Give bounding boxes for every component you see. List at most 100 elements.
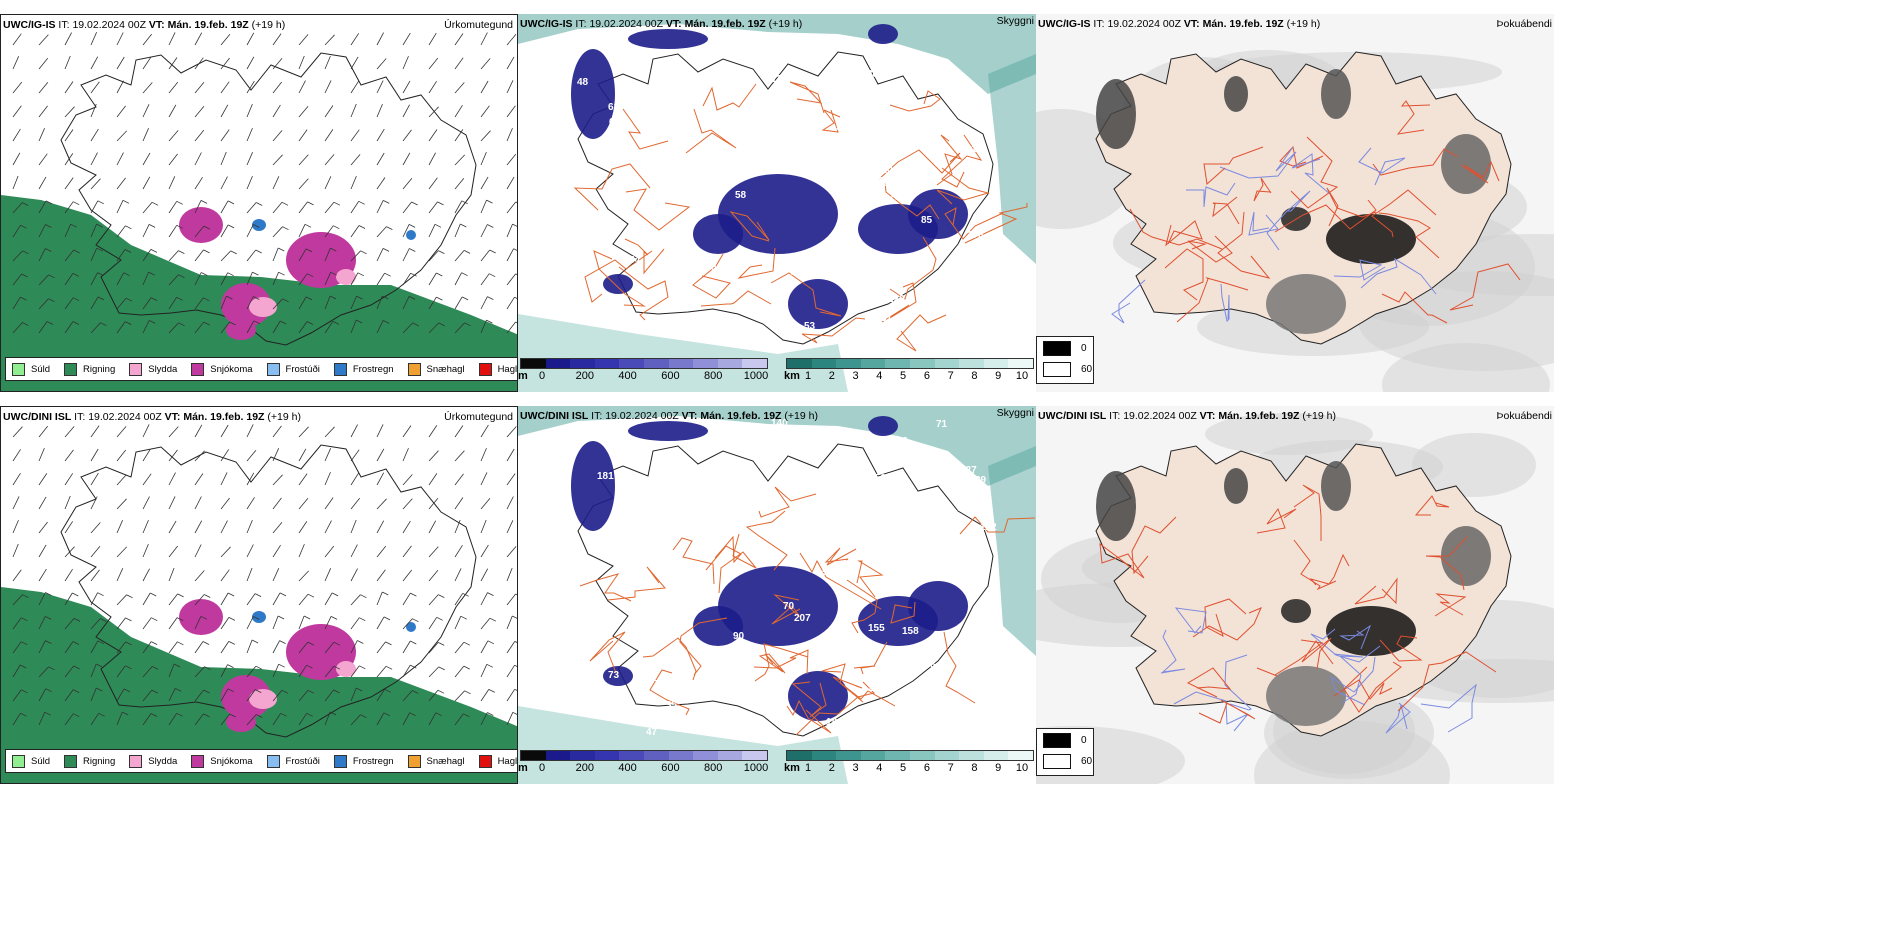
legend-label: Snjókoma — [210, 363, 253, 375]
wind-barb-flag — [514, 688, 517, 691]
wind-barb-flag — [176, 224, 183, 229]
low-cloud-area — [603, 274, 633, 294]
colorbar-tick: 8 — [971, 370, 978, 382]
wind-barb-flag — [330, 616, 338, 620]
colorbar-swatch — [983, 359, 1009, 368]
wind-barb — [324, 711, 331, 726]
snow-area — [226, 320, 256, 340]
cloud-base-label: 101 — [960, 144, 977, 155]
wind-barb — [38, 105, 48, 118]
wind-barb-flag — [72, 273, 80, 277]
legend-swatch — [12, 362, 25, 376]
wind-barb — [168, 713, 178, 726]
wind-barb — [64, 641, 74, 654]
wind-barb — [116, 426, 127, 438]
wind-barb — [272, 247, 279, 262]
cloud-base-label: 99 — [669, 471, 681, 482]
wind-barb-flag — [515, 273, 517, 276]
sleet-area — [336, 269, 356, 285]
wind-barb — [142, 57, 152, 70]
wind-barb — [142, 496, 150, 510]
wind-barb — [480, 130, 491, 142]
model-name: UWC/IG-IS — [520, 18, 573, 30]
cloud-base-label: 116 — [735, 687, 752, 698]
wind-barb — [350, 175, 357, 190]
wind-barb — [454, 593, 464, 606]
wind-barb-flag — [20, 712, 27, 717]
colorbar-swatch — [668, 751, 694, 760]
wind-barb — [272, 448, 280, 462]
colorbar-swatch — [885, 751, 910, 760]
cloud-base-label: 65 — [790, 267, 802, 278]
wind-barb — [116, 449, 127, 462]
cloud-base-label: 57 — [898, 316, 910, 327]
colorbar-tick: 800 — [704, 762, 723, 774]
wind-barb-flag — [281, 201, 289, 206]
wind-barb — [38, 321, 48, 334]
wind-barb — [220, 546, 231, 558]
freezing-rain-area — [406, 230, 416, 240]
wind-barb — [142, 617, 152, 630]
wind-barb — [324, 471, 331, 486]
wind-barb — [298, 296, 307, 310]
freezing-rain-area — [406, 622, 416, 632]
low-cloud-area — [693, 214, 743, 254]
road — [1434, 593, 1467, 617]
wind-barb — [454, 616, 462, 630]
wind-barb — [402, 322, 413, 334]
wind-barb — [272, 497, 282, 510]
wind-barb — [480, 273, 490, 286]
wind-barb — [64, 426, 75, 438]
wind-barb — [220, 200, 229, 214]
cloud-base-label: 55 — [836, 122, 848, 133]
wind-barb — [298, 664, 307, 678]
wind-barb — [272, 544, 281, 558]
wind-barb-flag — [45, 592, 52, 596]
wind-barb — [298, 129, 308, 142]
cloud-base-label: 50 — [875, 473, 887, 484]
wind-barb-flag — [125, 665, 132, 670]
wind-barb — [90, 640, 99, 654]
fog-area — [1441, 134, 1491, 194]
wind-barb — [116, 568, 124, 582]
wind-barb-flag — [150, 592, 157, 597]
colorbar-swatch — [619, 751, 644, 760]
road — [607, 566, 667, 601]
cloud-base-label: 58 — [663, 69, 675, 80]
wind-barb-flag — [280, 320, 287, 325]
river — [1186, 182, 1236, 208]
wind-barb — [428, 473, 438, 486]
wind-barb — [272, 320, 281, 334]
cloud-bar-swatches — [520, 750, 768, 761]
wind-barb — [376, 320, 384, 334]
wind-barb-flag — [255, 249, 262, 254]
wind-barb — [454, 690, 465, 702]
wind-barb — [402, 618, 413, 630]
wind-barb — [168, 297, 177, 310]
wind-barb-flag — [21, 617, 28, 622]
wind-barb — [376, 226, 387, 238]
model-name: UWC/DINI ISL — [3, 411, 72, 423]
wind-barb — [272, 640, 280, 654]
wind-barb — [12, 105, 22, 118]
colorbar-swatch — [693, 751, 718, 760]
wind-barb-flag — [436, 272, 443, 277]
wind-barb-flag — [435, 712, 442, 717]
wind-barb — [168, 250, 179, 262]
wind-barb — [194, 496, 202, 510]
wind-barb — [142, 689, 153, 702]
wind-barb-flag — [385, 665, 393, 670]
cloud-base-label: 243 — [868, 683, 885, 694]
wind-barb-flag — [97, 272, 104, 276]
wind-barb-flag — [515, 321, 517, 324]
fog-legend-swatch — [1043, 362, 1071, 377]
wind-barb — [506, 593, 516, 606]
wind-barb — [324, 616, 332, 630]
wind-barb-flag — [513, 248, 517, 251]
fog-index-panel: UWC/IG-IS IT: 19.02.2024 00Z VT: Mán. 19… — [1036, 14, 1554, 392]
wind-barb — [90, 152, 98, 166]
wind-barb — [272, 522, 283, 534]
wind-barb — [246, 639, 253, 654]
wind-barb — [506, 105, 516, 118]
wind-barb — [480, 319, 487, 334]
